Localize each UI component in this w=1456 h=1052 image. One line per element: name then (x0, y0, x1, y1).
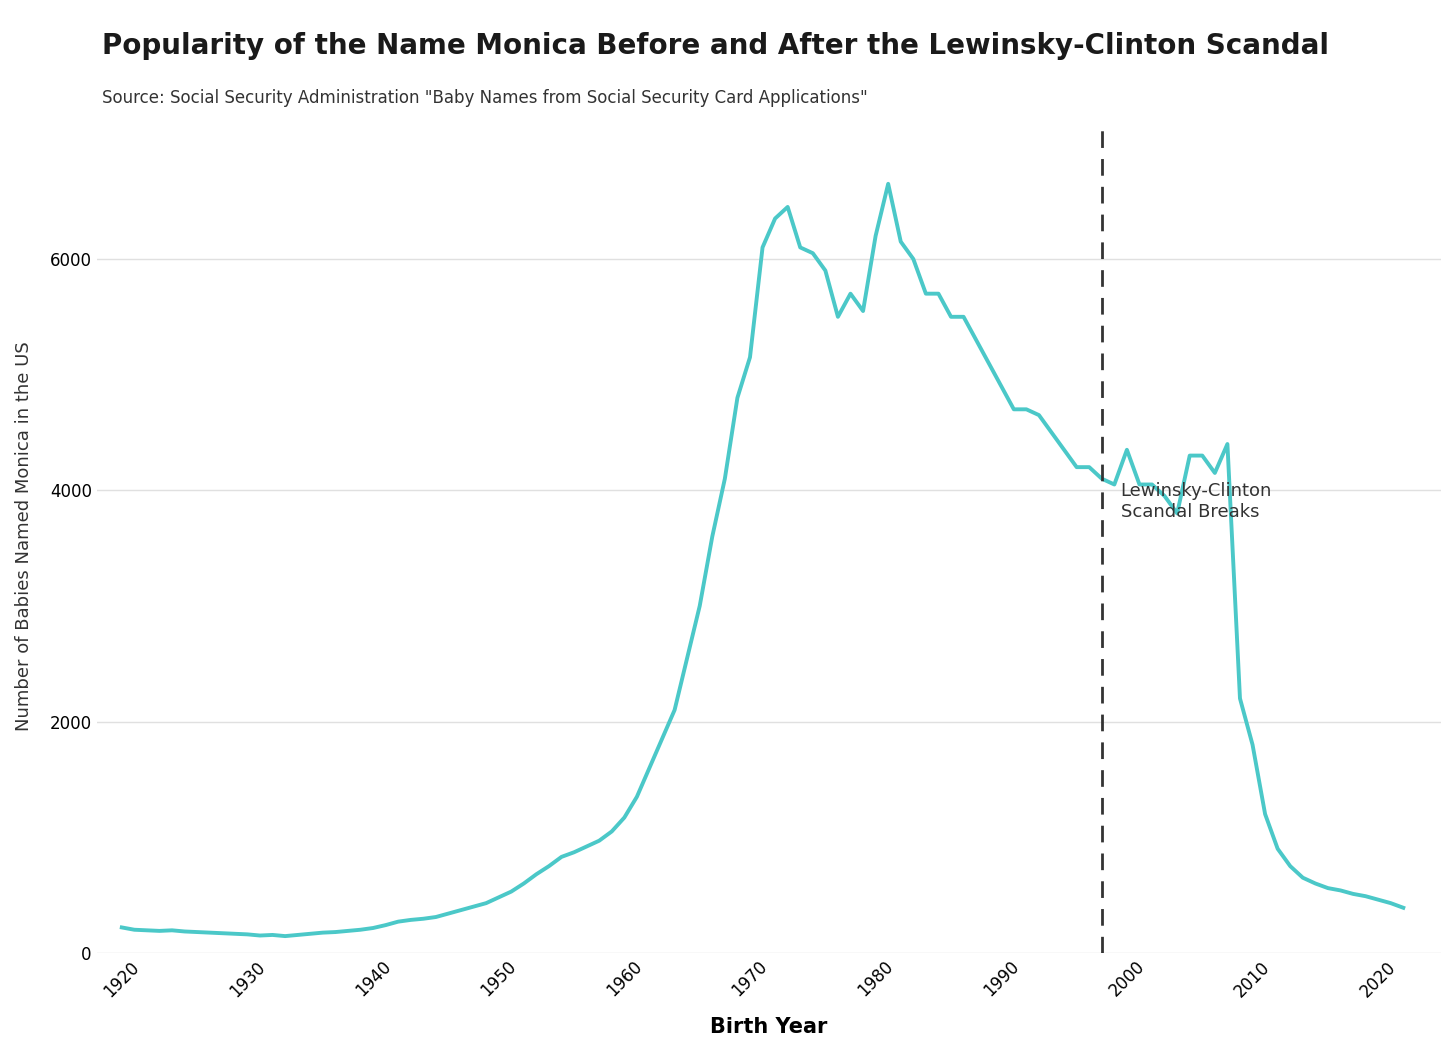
Text: Lewinsky-Clinton
Scandal Breaks: Lewinsky-Clinton Scandal Breaks (1121, 483, 1273, 521)
Text: Source: Social Security Administration "Baby Names from Social Security Card App: Source: Social Security Administration "… (102, 89, 868, 107)
Y-axis label: Number of Babies Named Monica in the US: Number of Babies Named Monica in the US (15, 342, 33, 731)
X-axis label: Birth Year: Birth Year (711, 1017, 827, 1037)
Text: Popularity of the Name Monica Before and After the Lewinsky-Clinton Scandal: Popularity of the Name Monica Before and… (102, 32, 1329, 60)
